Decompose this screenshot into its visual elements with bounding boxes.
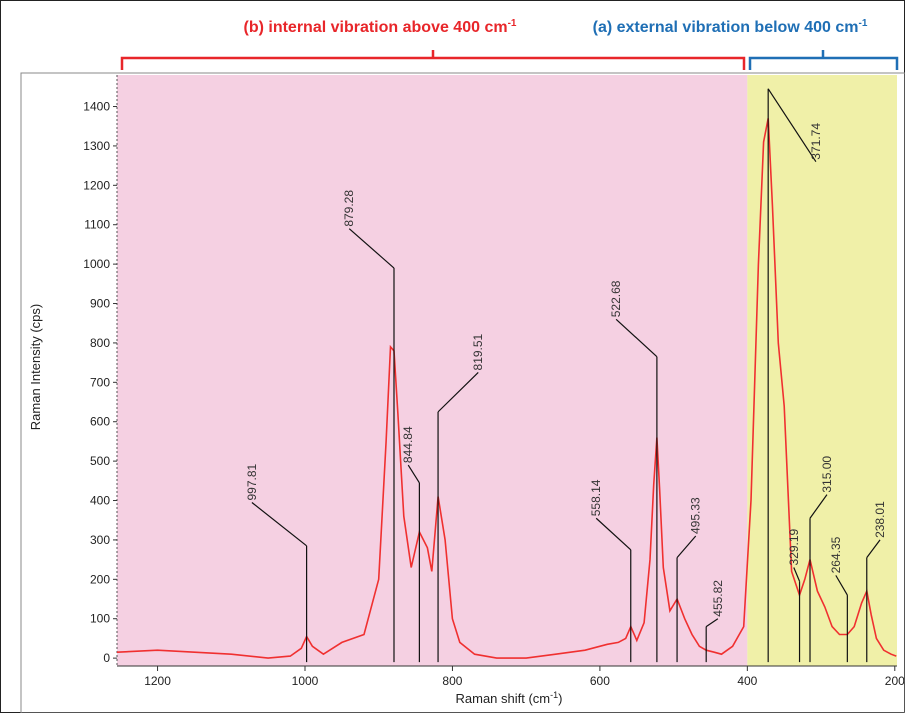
y-tick-label: 1100 [84, 218, 110, 232]
y-tick-label: 900 [90, 297, 110, 311]
peak-label: 819.51 [471, 333, 485, 370]
peak-annotations: 997.81 879.28 844.84 819.51 558.14 522.68 495.… [245, 88, 887, 663]
y-tick-label: 100 [90, 612, 110, 626]
peak-label: 371.74 [809, 123, 823, 160]
peak-leader-line [437, 372, 479, 413]
region-brace-external [748, 50, 899, 70]
raman-spectrum-line [116, 118, 897, 659]
y-tick-label: 1400 [83, 100, 110, 114]
peak-leader-line [866, 539, 881, 559]
x-tick-label: 600 [590, 674, 610, 688]
x-axis: 1200 1000 800 600 400 200 [117, 665, 905, 688]
y-tick-label: 1300 [83, 139, 110, 153]
peak-leader-line [251, 502, 307, 547]
y-tick-label: 0 [103, 651, 110, 665]
peak-label: 238.01 [873, 501, 887, 538]
y-tick-label: 600 [90, 415, 110, 429]
x-tick-label: 1200 [144, 674, 171, 688]
y-tick-label: 1000 [83, 257, 110, 271]
y-tick-label: 1200 [83, 178, 110, 192]
y-tick-label: 400 [90, 494, 110, 508]
peak-leader-line [615, 318, 658, 358]
peak-leader-line [595, 517, 632, 551]
y-tick-label: 700 [90, 375, 110, 389]
peak-leader-line [348, 228, 395, 269]
peak-label: 997.81 [245, 463, 259, 500]
region-fill-internal [117, 75, 748, 666]
x-tick-label: 1000 [292, 674, 319, 688]
peak-label: 329.19 [787, 528, 801, 565]
region-fill-external [747, 75, 897, 666]
region-brace-internal [120, 50, 746, 70]
peak-leader-line [793, 567, 801, 582]
y-tick-label: 500 [90, 454, 110, 468]
peak-label: 522.68 [609, 280, 623, 317]
peak-label: 315.00 [820, 456, 834, 493]
peak-label: 495.33 [689, 497, 703, 534]
peak-leader-line [676, 535, 697, 559]
x-tick-label: 400 [737, 674, 757, 688]
peak-label: 879.28 [342, 190, 356, 227]
peak-label: 264.35 [829, 536, 843, 573]
peak-leader-line [835, 575, 848, 596]
peak-leader-line [767, 88, 817, 163]
y-axis: 0 100 200 300 400 500 600 700 800 900 1000 1100 1200… [83, 75, 118, 666]
y-tick-label: 300 [90, 533, 110, 547]
peak-label: 455.82 [711, 580, 725, 617]
peak-leader-line [705, 618, 719, 628]
plot-panel [20, 72, 905, 713]
x-axis-title: Raman shift (cm-1) [456, 690, 563, 706]
region-label-internal: (b) internal vibration above 400 cm-1 [244, 18, 517, 36]
y-tick-label: 200 [90, 572, 110, 586]
peak-label: 558.14 [589, 479, 603, 516]
y-tick-label: 800 [90, 336, 110, 350]
x-tick-label: 800 [442, 674, 462, 688]
y-axis-title: Raman Intensity (cps) [28, 304, 43, 430]
x-tick-label: 200 [885, 674, 905, 688]
region-label-external: (a) external vibration below 400 cm-1 [593, 18, 868, 36]
peak-label: 844.84 [401, 426, 415, 463]
peak-leader-line [407, 464, 420, 484]
peak-leader-line [809, 494, 828, 519]
